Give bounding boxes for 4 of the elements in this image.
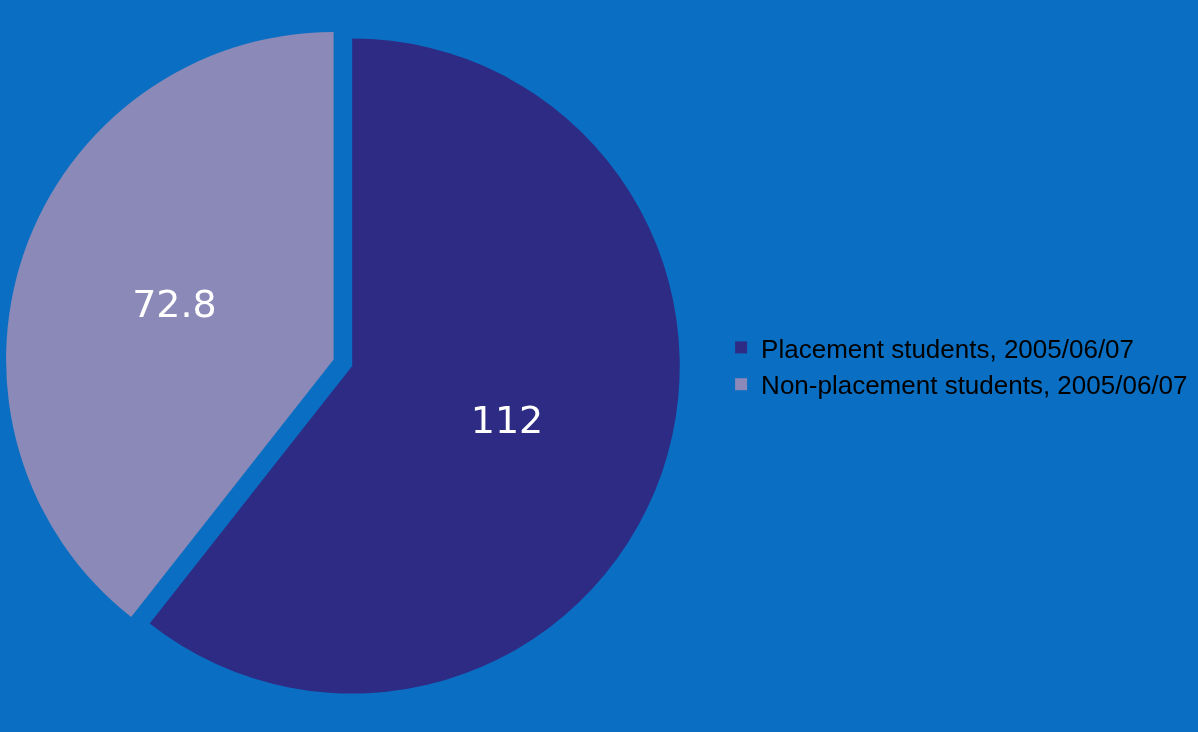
data-label: 72.8	[132, 282, 217, 327]
legend-label: Non-placement students, 2005/06/07	[761, 370, 1188, 401]
legend-label: Placement students, 2005/06/07	[761, 333, 1135, 364]
data-label: 112	[470, 397, 544, 442]
